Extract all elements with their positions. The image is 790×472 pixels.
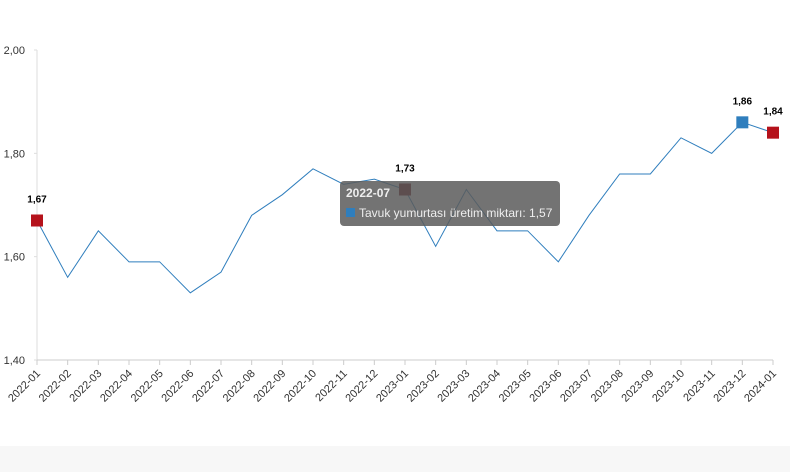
x-tick-label: 2022-02 [37,368,74,405]
x-tick-label: 2022-10 [282,368,319,405]
y-tick-label: 1,80 [4,148,25,160]
x-tick-label: 2023-03 [435,368,472,405]
x-tick-label: 2022-05 [129,368,166,405]
x-tick-label: 2022-07 [190,368,227,405]
footer-band [0,446,790,472]
tooltip: 2022-07 Tavuk yumurtası üretim miktarı: 1… [340,181,560,226]
x-tick-label: 2022-12 [343,368,380,405]
x-tick-label: 2022-09 [251,368,288,405]
value-label: 1,84 [763,107,783,118]
x-tick-label: 2023-08 [589,368,626,405]
tooltip-swatch [346,208,355,217]
value-label: 1,67 [27,195,47,206]
x-tick-label: 2023-01 [374,368,411,405]
x-tick-label: 2022-08 [221,368,258,405]
x-tick-label: 2024-01 [742,368,779,405]
x-tick-label: 2023-09 [619,368,656,405]
x-tick-label: 2023-04 [466,368,503,405]
value-label: 1,86 [733,96,753,107]
marker [736,116,749,129]
x-tick-label: 2022-11 [313,368,349,404]
x-tick-label: 2022-06 [159,368,196,405]
x-tick-label: 2022-04 [98,368,135,405]
tooltip-title: 2022-07 [346,186,390,200]
tooltip-box [340,181,560,226]
x-tick-label: 2023-02 [405,368,442,405]
x-tick-label: 2023-10 [650,368,687,405]
x-tick-label: 2022-03 [67,368,104,405]
value-label: 1,73 [395,164,415,175]
tooltip-text: Tavuk yumurtası üretim miktarı: 1,57 [359,206,553,220]
marker [767,126,779,139]
x-tick-label: 2023-11 [681,368,717,404]
x-tick-label: 2022-01 [6,368,43,405]
marker [31,214,43,227]
x-tick-label: 2023-07 [558,368,595,405]
y-tick-label: 1,60 [4,252,25,264]
x-tick-label: 2023-12 [711,368,748,405]
x-tick-label: 2023-05 [497,368,534,405]
y-tick-label: 1,40 [4,355,25,367]
y-tick-label: 2,00 [4,45,25,57]
x-tick-label: 2023-06 [527,368,564,405]
